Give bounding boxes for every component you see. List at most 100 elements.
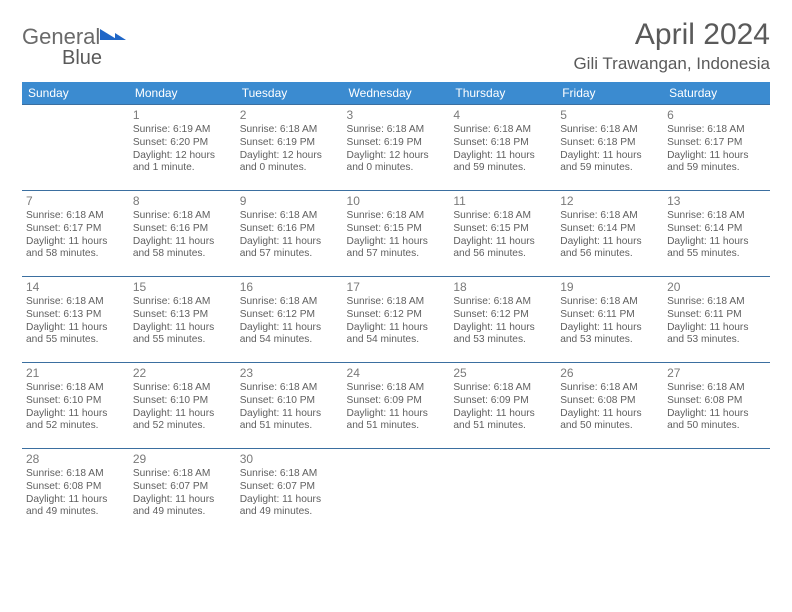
daylight-line: Daylight: 11 hours and 59 minutes.	[560, 150, 659, 176]
calendar-day-cell	[343, 449, 450, 535]
sunset-line: Sunset: 6:13 PM	[26, 309, 125, 322]
calendar-day-cell: 19 Sunrise: 6:18 AMSunset: 6:11 PMDayligh…	[556, 277, 663, 363]
calendar-day-cell	[449, 449, 556, 535]
weekday-header: Monday	[129, 82, 236, 105]
sunrise-line: Sunrise: 6:18 AM	[667, 382, 766, 395]
day-info: Sunrise: 6:18 AMSunset: 6:08 PMDaylight:…	[560, 382, 659, 433]
sunrise-line: Sunrise: 6:18 AM	[667, 124, 766, 137]
sunrise-line: Sunrise: 6:18 AM	[240, 296, 339, 309]
calendar-day-cell: 21Sunrise: 6:18 AMSunset: 6:10 PMDayligh…	[22, 363, 129, 449]
sunrise-line: Sunrise: 6:18 AM	[347, 382, 446, 395]
sunrise-line: Sunrise: 6:18 AM	[240, 382, 339, 395]
sunset-line: Sunset: 6:19 PM	[240, 137, 339, 150]
day-number: 6	[667, 108, 766, 122]
page-header: General Blue April 2024 Gili Trawangan, …	[22, 18, 770, 76]
day-number: 19	[560, 280, 659, 294]
sunrise-line: Sunrise: 6:18 AM	[26, 210, 125, 223]
sunrise-line: Sunrise: 6:18 AM	[240, 468, 339, 481]
daylight-line: Daylight: 11 hours and 54 minutes.	[347, 322, 446, 348]
daylight-line: Daylight: 11 hours and 59 minutes.	[453, 150, 552, 176]
day-number: 26	[560, 366, 659, 380]
day-info: Sunrise: 6:18 AMSunset: 6:10 PMDaylight:…	[240, 382, 339, 433]
day-info: Sunrise: 6:18 AMSunset: 6:11 PMDaylight:…	[560, 296, 659, 347]
daylight-line: Daylight: 11 hours and 57 minutes.	[240, 236, 339, 262]
sunset-line: Sunset: 6:08 PM	[667, 395, 766, 408]
daylight-line: Daylight: 11 hours and 49 minutes.	[240, 494, 339, 520]
daylight-line: Daylight: 12 hours and 1 minute.	[133, 150, 232, 176]
sunset-line: Sunset: 6:09 PM	[453, 395, 552, 408]
day-number: 22	[133, 366, 232, 380]
sunrise-line: Sunrise: 6:18 AM	[347, 210, 446, 223]
day-info: Sunrise: 6:18 AMSunset: 6:11 PMDaylight:…	[667, 296, 766, 347]
calendar-header-row: SundayMondayTuesdayWednesdayThursdayFrid…	[22, 82, 770, 105]
sunrise-line: Sunrise: 6:18 AM	[133, 468, 232, 481]
calendar-table: SundayMondayTuesdayWednesdayThursdayFrid…	[22, 82, 770, 535]
day-number: 20	[667, 280, 766, 294]
calendar-day-cell: 1Sunrise: 6:19 AMSunset: 6:20 PMDaylight…	[129, 105, 236, 191]
calendar-day-cell: 30Sunrise: 6:18 AMSunset: 6:07 PMDayligh…	[236, 449, 343, 535]
calendar-day-cell: 12Sunrise: 6:18 AMSunset: 6:14 PMDayligh…	[556, 191, 663, 277]
sunrise-line: Sunrise: 6:18 AM	[26, 468, 125, 481]
calendar-week-row: 14Sunrise: 6:18 AMSunset: 6:13 PMDayligh…	[22, 277, 770, 363]
day-info: Sunrise: 6:18 AMSunset: 6:19 PMDaylight:…	[347, 124, 446, 175]
daylight-line: Daylight: 11 hours and 50 minutes.	[560, 408, 659, 434]
brand-logo: General Blue	[22, 18, 129, 76]
sunrise-line: Sunrise: 6:18 AM	[453, 296, 552, 309]
day-number: 17	[347, 280, 446, 294]
day-info: Sunrise: 6:18 AMSunset: 6:09 PMDaylight:…	[453, 382, 552, 433]
sunrise-line: Sunrise: 6:19 AM	[133, 124, 232, 137]
daylight-line: Daylight: 11 hours and 51 minutes.	[240, 408, 339, 434]
sunrise-line: Sunrise: 6:18 AM	[347, 296, 446, 309]
calendar-day-cell	[22, 105, 129, 191]
day-info: Sunrise: 6:18 AMSunset: 6:08 PMDaylight:…	[26, 468, 125, 519]
sunset-line: Sunset: 6:11 PM	[560, 309, 659, 322]
calendar-week-row: 1Sunrise: 6:19 AMSunset: 6:20 PMDaylight…	[22, 105, 770, 191]
sunrise-line: Sunrise: 6:18 AM	[560, 210, 659, 223]
sunset-line: Sunset: 6:16 PM	[240, 223, 339, 236]
calendar-day-cell: 18Sunrise: 6:18 AMSunset: 6:12 PMDayligh…	[449, 277, 556, 363]
daylight-line: Daylight: 11 hours and 56 minutes.	[453, 236, 552, 262]
sunset-line: Sunset: 6:08 PM	[560, 395, 659, 408]
calendar-day-cell: 3Sunrise: 6:18 AMSunset: 6:19 PMDaylight…	[343, 105, 450, 191]
calendar-day-cell: 16Sunrise: 6:18 AMSunset: 6:12 PMDayligh…	[236, 277, 343, 363]
weekday-header: Wednesday	[343, 82, 450, 105]
calendar-day-cell: 14Sunrise: 6:18 AMSunset: 6:13 PMDayligh…	[22, 277, 129, 363]
day-info: Sunrise: 6:18 AMSunset: 6:17 PMDaylight:…	[26, 210, 125, 261]
day-number: 23	[240, 366, 339, 380]
sunset-line: Sunset: 6:15 PM	[347, 223, 446, 236]
day-number: 2	[240, 108, 339, 122]
sunset-line: Sunset: 6:17 PM	[667, 137, 766, 150]
daylight-line: Daylight: 11 hours and 55 minutes.	[133, 322, 232, 348]
day-number: 29	[133, 452, 232, 466]
calendar-week-row: 7Sunrise: 6:18 AMSunset: 6:17 PMDaylight…	[22, 191, 770, 277]
daylight-line: Daylight: 11 hours and 58 minutes.	[133, 236, 232, 262]
sunrise-line: Sunrise: 6:18 AM	[240, 210, 339, 223]
sunset-line: Sunset: 6:14 PM	[560, 223, 659, 236]
day-info: Sunrise: 6:18 AMSunset: 6:14 PMDaylight:…	[560, 210, 659, 261]
day-info: Sunrise: 6:18 AMSunset: 6:09 PMDaylight:…	[347, 382, 446, 433]
sunset-line: Sunset: 6:17 PM	[26, 223, 125, 236]
daylight-line: Daylight: 12 hours and 0 minutes.	[347, 150, 446, 176]
day-number: 10	[347, 194, 446, 208]
calendar-day-cell: 26 Sunrise: 6:18 AMSunset: 6:08 PMDayligh…	[556, 363, 663, 449]
daylight-line: Daylight: 11 hours and 58 minutes.	[26, 236, 125, 262]
calendar-day-cell: 29Sunrise: 6:18 AMSunset: 6:07 PMDayligh…	[129, 449, 236, 535]
daylight-line: Daylight: 11 hours and 57 minutes.	[347, 236, 446, 262]
day-number: 25	[453, 366, 552, 380]
sunset-line: Sunset: 6:12 PM	[240, 309, 339, 322]
day-info: Sunrise: 6:18 AMSunset: 6:07 PMDaylight:…	[240, 468, 339, 519]
day-info: Sunrise: 6:18 AMSunset: 6:10 PMDaylight:…	[26, 382, 125, 433]
day-number: 7	[26, 194, 125, 208]
day-info: Sunrise: 6:18 AMSunset: 6:12 PMDaylight:…	[453, 296, 552, 347]
sunset-line: Sunset: 6:16 PM	[133, 223, 232, 236]
sunset-line: Sunset: 6:18 PM	[560, 137, 659, 150]
calendar-day-cell: 22Sunrise: 6:18 AMSunset: 6:10 PMDayligh…	[129, 363, 236, 449]
daylight-line: Daylight: 11 hours and 55 minutes.	[26, 322, 125, 348]
sunset-line: Sunset: 6:12 PM	[453, 309, 552, 322]
calendar-day-cell	[663, 449, 770, 535]
day-info: Sunrise: 6:18 AMSunset: 6:18 PMDaylight:…	[560, 124, 659, 175]
sunrise-line: Sunrise: 6:18 AM	[453, 210, 552, 223]
daylight-line: Daylight: 11 hours and 54 minutes.	[240, 322, 339, 348]
brand-part2: Blue	[62, 47, 102, 69]
sunset-line: Sunset: 6:19 PM	[347, 137, 446, 150]
